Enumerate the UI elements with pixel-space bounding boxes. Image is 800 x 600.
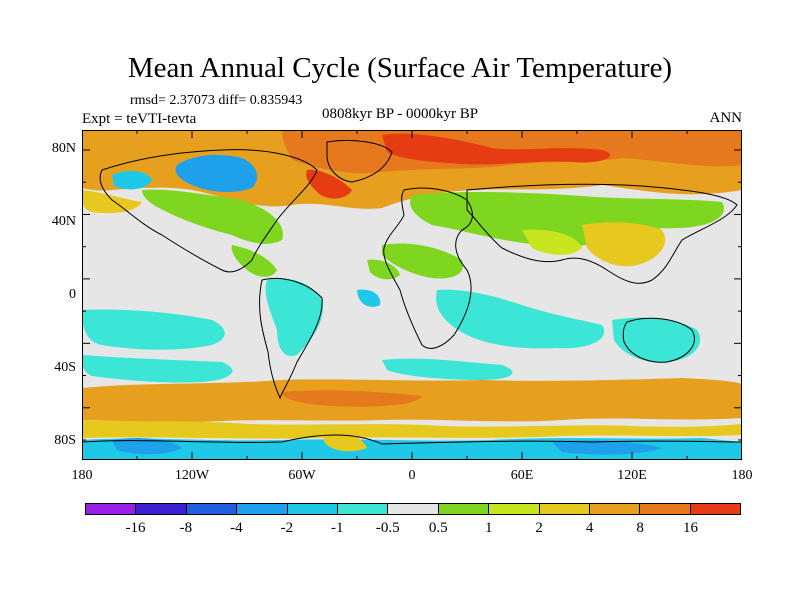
colorbar-swatch bbox=[690, 504, 741, 514]
southern-indian-cooling bbox=[382, 358, 513, 380]
colorbar-swatch bbox=[337, 504, 389, 514]
colorbar-label: -0.5 bbox=[375, 520, 400, 536]
australia-cooling-region bbox=[612, 317, 701, 363]
colorbar-label: -2 bbox=[280, 520, 294, 536]
africa-indian-ocean-cooling bbox=[436, 289, 605, 349]
tibet-yellow-region bbox=[522, 229, 582, 255]
antarctica-coast bbox=[82, 434, 742, 445]
southern-ocean-gold-band bbox=[82, 420, 742, 439]
period-label: 0808kyr BP - 0000kyr BP bbox=[322, 106, 479, 122]
colorbar-label: 4 bbox=[585, 520, 594, 536]
south-america-cooling-region bbox=[265, 278, 323, 356]
colorbar-swatch bbox=[489, 504, 540, 514]
axis-ticks bbox=[82, 130, 742, 460]
canada-cooling-region bbox=[175, 154, 258, 192]
colorbar bbox=[85, 503, 741, 515]
lon-tick-label-0: 0 bbox=[408, 468, 416, 483]
colorbar-swatch bbox=[136, 504, 187, 514]
colorbar-swatch bbox=[640, 504, 691, 514]
colorbar-swatch bbox=[388, 504, 439, 514]
lat-tick-label-40s: 40S bbox=[54, 360, 76, 375]
south-america-coast bbox=[259, 277, 323, 400]
lon-tick-label-180e: 180 bbox=[731, 468, 753, 483]
lat-tick-label-80n: 80N bbox=[51, 141, 76, 156]
east-antarctica-cooling bbox=[552, 440, 662, 455]
colorbar-label: -8 bbox=[179, 520, 193, 536]
lat-tick-label-0: 0 bbox=[69, 287, 76, 302]
north-america-coast bbox=[99, 149, 318, 273]
australia-coast bbox=[622, 317, 695, 363]
southern-pacific-cooling bbox=[82, 355, 233, 383]
colorbar-label: 2 bbox=[535, 520, 543, 536]
colorbar-label: 0.5 bbox=[428, 520, 448, 536]
central-america-green-region bbox=[231, 245, 277, 277]
colorbar-swatch bbox=[86, 504, 137, 514]
colorbar-label: 16 bbox=[683, 520, 699, 536]
asia-gold-region bbox=[582, 222, 666, 267]
colorbar-swatch bbox=[186, 504, 238, 514]
north-pacific-gold-region bbox=[82, 190, 142, 214]
lon-tick-label-60w: 60W bbox=[288, 468, 316, 483]
colorbar-label: 1 bbox=[484, 520, 493, 536]
rmsd-diff-stats: rmsd= 2.37073 diff= 0.835943 bbox=[130, 93, 303, 108]
lat-tick-label-40n: 40N bbox=[51, 214, 76, 229]
north-america-green-region bbox=[142, 189, 283, 244]
asia-coast bbox=[466, 183, 738, 284]
south-atlantic-patch bbox=[357, 289, 381, 307]
southern-ocean-strong-warm bbox=[282, 390, 422, 407]
colorbar-swatch bbox=[438, 504, 490, 514]
lat-tick-label-80s: 80S bbox=[54, 433, 76, 448]
arctic-hotspot-region bbox=[382, 133, 611, 165]
plot-title: Mean Annual Cycle (Surface Air Temperatu… bbox=[127, 52, 673, 84]
lon-tick-label-120w: 120W bbox=[174, 468, 210, 483]
colorbar-swatch bbox=[237, 504, 288, 514]
experiment-label: Expt = teVTI-tevta bbox=[82, 111, 197, 127]
coastlines bbox=[82, 139, 742, 445]
colorbar-label: -16 bbox=[125, 520, 146, 536]
colorbar-label: -4 bbox=[230, 520, 243, 536]
lon-tick-label-60e: 60E bbox=[510, 468, 534, 483]
colorbar-swatch bbox=[287, 504, 338, 514]
lon-tick-label-120e: 120E bbox=[617, 468, 647, 483]
map-canvas bbox=[82, 130, 742, 460]
greenland-coast bbox=[326, 139, 393, 183]
lon-tick-label-180w: 180 bbox=[71, 468, 93, 483]
north-atlantic-hotspot bbox=[306, 169, 352, 199]
pacific-cooling-band bbox=[82, 309, 225, 350]
antarctica-strong-cooling bbox=[112, 437, 182, 455]
north-africa-green-region bbox=[382, 243, 463, 279]
colorbar-label: -1 bbox=[331, 520, 344, 536]
season-label: ANN bbox=[709, 110, 743, 126]
alaska-cooling-region bbox=[112, 170, 152, 190]
temperature-anomaly-map bbox=[82, 130, 742, 460]
colorbar-label: 8 bbox=[636, 520, 644, 536]
colorbar-swatch bbox=[539, 504, 590, 514]
colorbar-swatch bbox=[589, 504, 641, 514]
